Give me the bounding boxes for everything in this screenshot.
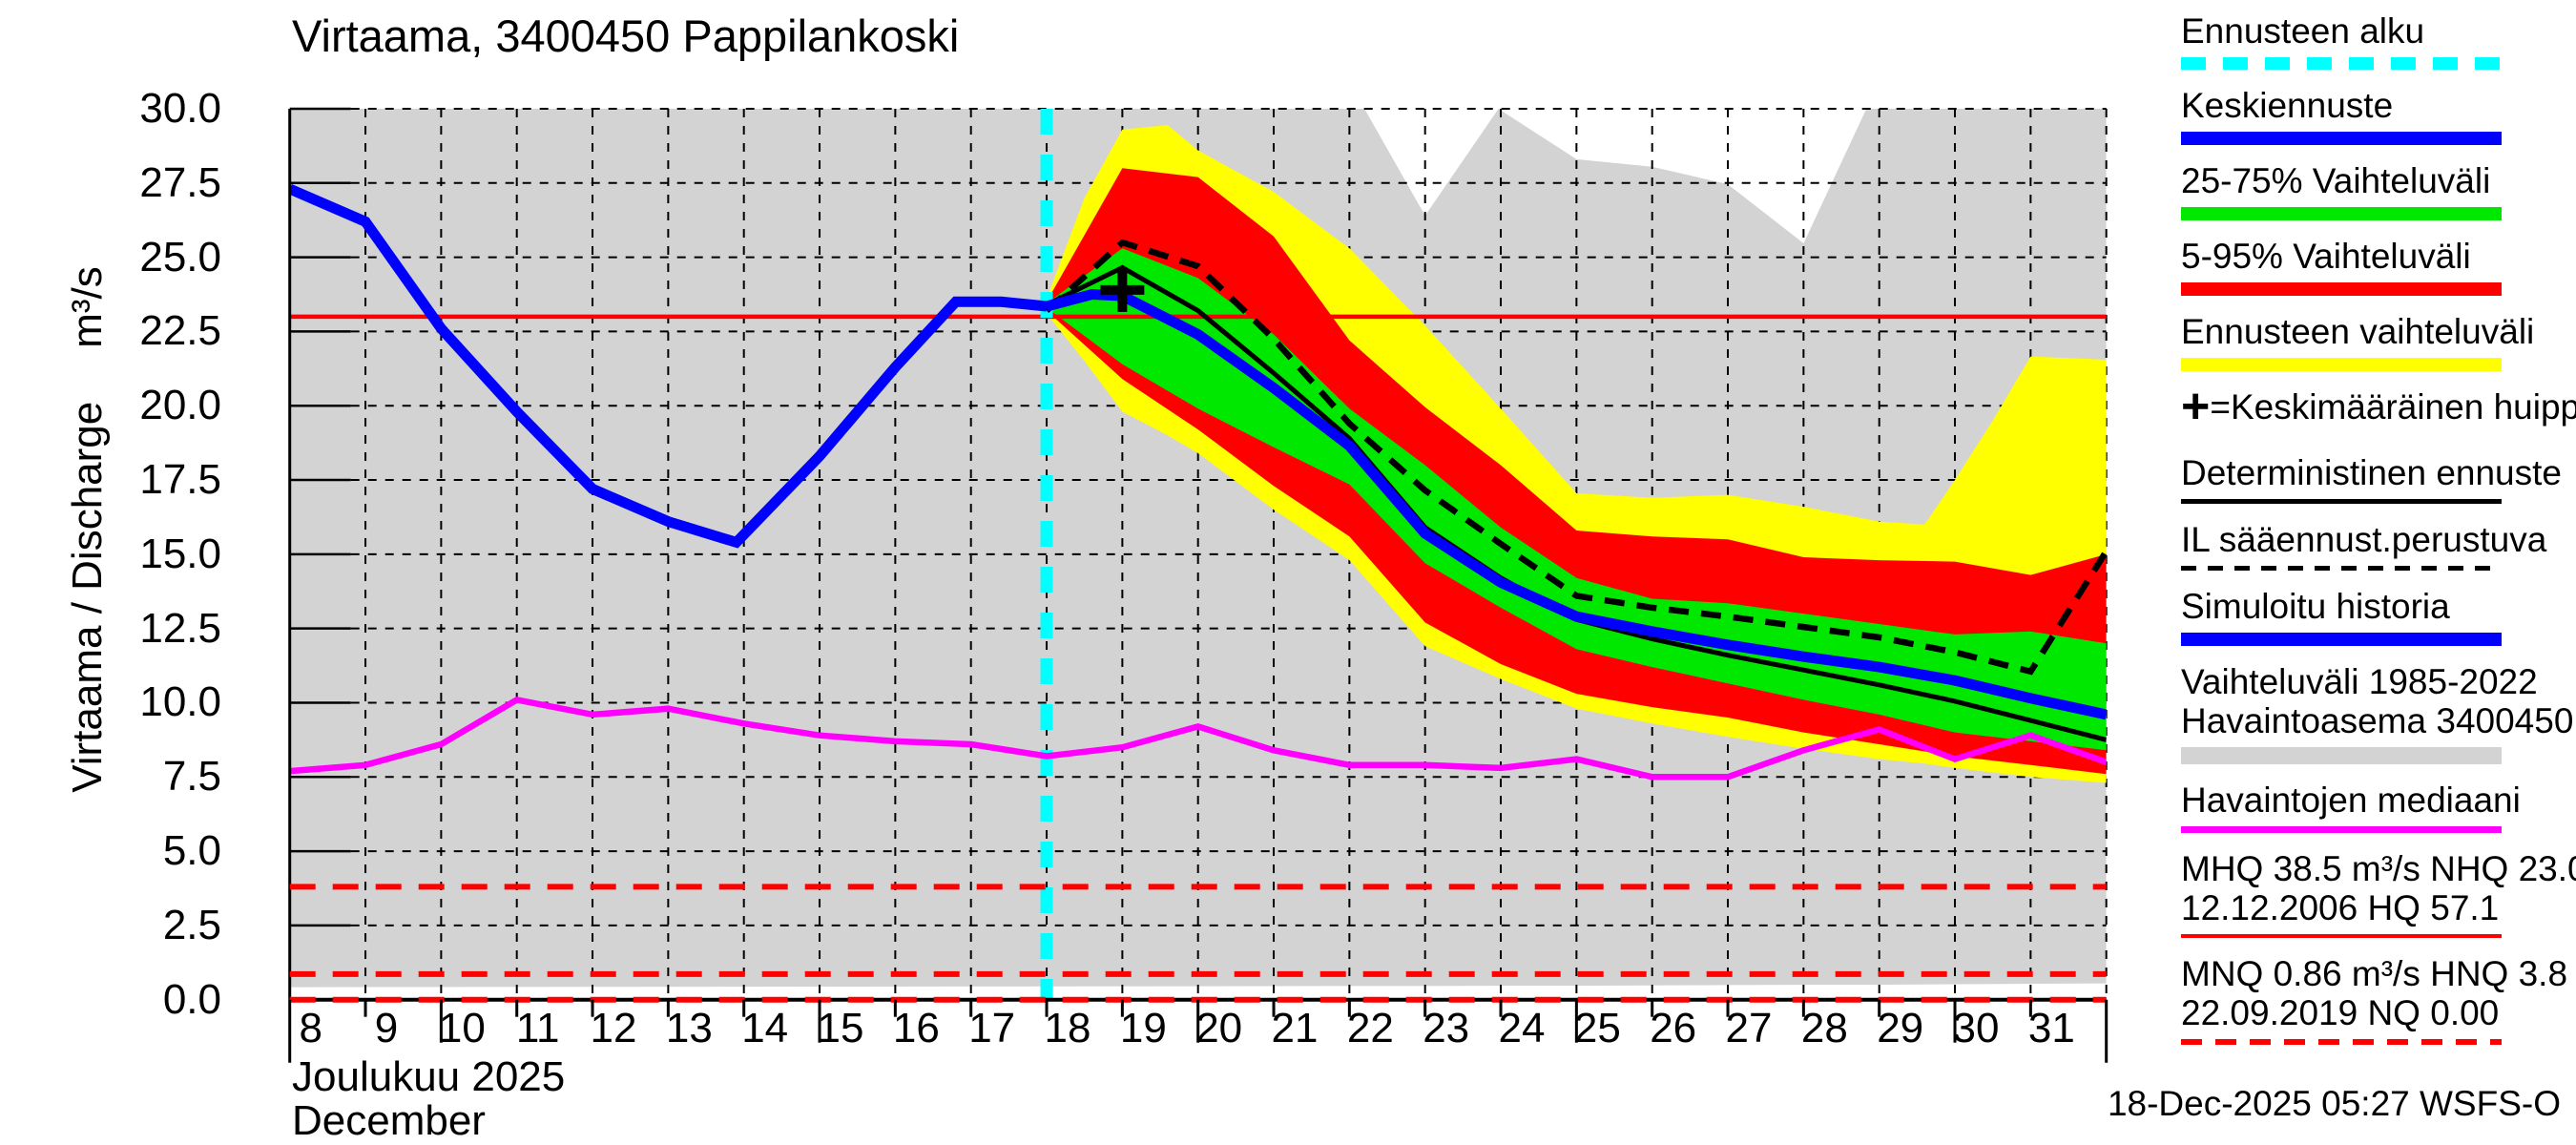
y-tick-label: 30.0 bbox=[139, 85, 221, 132]
median-forecast-line bbox=[1045, 288, 2107, 720]
weather-based-forecast-line bbox=[1044, 239, 2107, 676]
x-tick-label: 24 bbox=[1498, 1005, 1546, 1051]
legend-line-swatch bbox=[2181, 633, 2502, 646]
legend-line-swatch bbox=[2181, 207, 2502, 220]
x-tick-label: 28 bbox=[1800, 1005, 1848, 1051]
legend-item: +=Keskimääräinen huippu bbox=[2181, 379, 2576, 434]
x-tick-label: 17 bbox=[968, 1005, 1016, 1051]
legend-item: Havaintojen mediaani bbox=[2181, 781, 2566, 833]
y-tick-label: 5.0 bbox=[162, 827, 221, 875]
legend-line-swatch bbox=[2181, 566, 2502, 571]
legend-item: MHQ 38.5 m³/s NHQ 23.0 12.12.2006 HQ 57.1 bbox=[2181, 849, 2576, 938]
legend-line-swatch bbox=[2181, 826, 2502, 833]
legend-item: 25-75% Vaihteluväli bbox=[2181, 161, 2566, 220]
legend-line-swatch bbox=[2181, 358, 2502, 371]
x-tick-label: 20 bbox=[1195, 1005, 1243, 1051]
x-tick-label: 18 bbox=[1044, 1005, 1091, 1051]
x-tick-label: 31 bbox=[2027, 1005, 2075, 1051]
y-tick-label: 25.0 bbox=[139, 233, 221, 281]
legend-line-swatch bbox=[2181, 747, 2502, 764]
legend-line-swatch bbox=[2181, 934, 2502, 938]
legend-item: 5-95% Vaihteluväli bbox=[2181, 237, 2566, 296]
x-tick-label: 12 bbox=[590, 1005, 637, 1051]
y-tick-label: 2.5 bbox=[162, 901, 221, 948]
legend-item: MNQ 0.86 m³/s HNQ 3.8 22.09.2019 NQ 0.00 bbox=[2181, 954, 2568, 1045]
x-tick-label: 23 bbox=[1423, 1005, 1470, 1051]
timestamp: 18-Dec-2025 05:27 WSFS-O bbox=[2107, 1084, 2561, 1123]
x-tick-label: 14 bbox=[741, 1005, 789, 1051]
legend-item: Vaihteluväli 1985-2022 Havaintoasema 3400… bbox=[2181, 662, 2574, 764]
chart-title: Virtaama, 3400450 Pappilankoski bbox=[292, 10, 960, 61]
legend-line-swatch bbox=[2181, 57, 2502, 70]
x-tick-label: 16 bbox=[892, 1005, 940, 1051]
legend-item: Keskiennuste bbox=[2181, 86, 2566, 145]
x-tick-label: 29 bbox=[1877, 1005, 1924, 1051]
x-tick-label: 26 bbox=[1650, 1005, 1697, 1051]
x-tick-label: 8 bbox=[299, 1005, 322, 1051]
legend-line-swatch bbox=[2181, 1039, 2502, 1045]
y-tick-label: 0.0 bbox=[162, 975, 221, 1023]
legend-item: Deterministinen ennuste bbox=[2181, 453, 2566, 504]
legend-label: 25-75% Vaihteluväli bbox=[2181, 161, 2491, 200]
y-tick-label: 17.5 bbox=[139, 456, 221, 504]
x-tick-label: 15 bbox=[817, 1005, 864, 1051]
y-tick-label: 7.5 bbox=[162, 753, 221, 801]
legend-label: MHQ 38.5 m³/s NHQ 23.0 bbox=[2181, 849, 2576, 888]
y-tick-label: 12.5 bbox=[139, 604, 221, 652]
simulated-history-line bbox=[289, 183, 1048, 549]
legend-label: Vaihteluväli 1985-2022 bbox=[2181, 662, 2538, 701]
x-tick-label: 27 bbox=[1725, 1005, 1773, 1051]
legend-label: +=Keskimääräinen huippu bbox=[2181, 379, 2576, 434]
y-tick-label: 15.0 bbox=[139, 530, 221, 577]
legend-label: IL sääennust.perustuva bbox=[2181, 520, 2547, 559]
legend-item: IL sääennust.perustuva bbox=[2181, 520, 2566, 571]
legend-label: MNQ 0.86 m³/s HNQ 3.8 bbox=[2181, 954, 2568, 993]
legend-label: Havaintojen mediaani bbox=[2181, 781, 2521, 820]
legend-label: Deterministinen ennuste bbox=[2181, 453, 2562, 492]
legend-label-line2: 12.12.2006 HQ 57.1 bbox=[2181, 888, 2500, 927]
legend-item: Simuloitu historia bbox=[2181, 587, 2566, 646]
legend-label-line2: 22.09.2019 NQ 0.00 bbox=[2181, 993, 2500, 1032]
y-tick-label: 10.0 bbox=[139, 678, 221, 726]
legend-label: Simuloitu historia bbox=[2181, 587, 2450, 626]
legend-line-swatch bbox=[2181, 499, 2502, 504]
y-tick-label: 27.5 bbox=[139, 158, 221, 206]
legend-label: Ennusteen alku bbox=[2181, 11, 2425, 51]
legend-label-line2: Havaintoasema 3400450 bbox=[2181, 701, 2574, 740]
x-tick-label: 25 bbox=[1573, 1005, 1621, 1051]
x-tick-label: 10 bbox=[438, 1005, 486, 1051]
legend-line-swatch bbox=[2181, 282, 2502, 296]
x-tick-label: 21 bbox=[1271, 1005, 1319, 1051]
observed-median-line bbox=[289, 696, 2107, 781]
legend: Ennusteen alku Keskiennuste 25-75% Vaihtel… bbox=[2181, 11, 2576, 1061]
legend-line-swatch bbox=[2181, 132, 2502, 145]
y-tick-label: 20.0 bbox=[139, 382, 221, 429]
legend-item: Ennusteen alku bbox=[2181, 11, 2566, 70]
x-tick-label: 9 bbox=[374, 1005, 399, 1051]
y-tick-label: 22.5 bbox=[139, 307, 221, 355]
x-axis-month-en: December bbox=[292, 1097, 486, 1144]
x-tick-label: 19 bbox=[1119, 1005, 1167, 1051]
legend-item: Ennusteen vaihteluväli bbox=[2181, 312, 2566, 371]
legend-label: Ennusteen vaihteluväli bbox=[2181, 312, 2535, 351]
x-tick-label: 30 bbox=[1952, 1005, 2000, 1051]
band-25-75 bbox=[1047, 248, 2107, 751]
x-axis-month-fi: Joulukuu 2025 bbox=[292, 1053, 566, 1100]
plus-marker-icon: + bbox=[2181, 379, 2211, 434]
x-tick-label: 13 bbox=[665, 1005, 713, 1051]
x-tick-label: 11 bbox=[515, 1005, 560, 1051]
x-tick-label: 22 bbox=[1346, 1005, 1394, 1051]
legend-label: Keskiennuste bbox=[2181, 86, 2394, 125]
legend-label: 5-95% Vaihteluväli bbox=[2181, 237, 2471, 276]
